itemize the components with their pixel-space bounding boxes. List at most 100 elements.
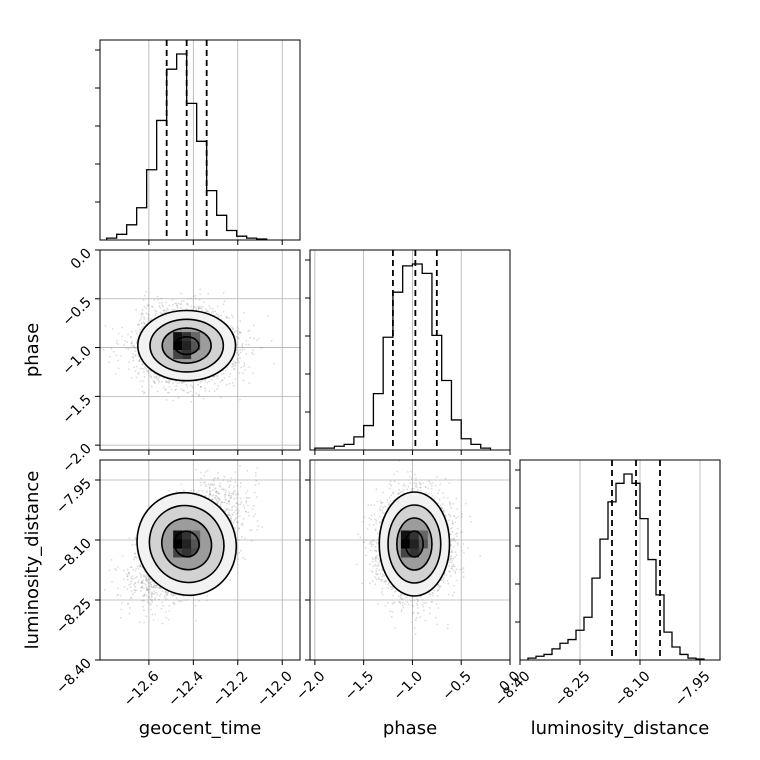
histogram-step [527, 473, 705, 660]
scatter-point [232, 360, 235, 363]
scatter-point [173, 308, 176, 311]
scatter-point [220, 501, 223, 504]
scatter-point [245, 352, 248, 355]
scatter-point [182, 381, 185, 384]
scatter-point [223, 475, 226, 478]
scatter-point [252, 324, 255, 327]
scatter-point [121, 602, 123, 605]
scatter-point [170, 388, 173, 391]
scatter-point [209, 484, 212, 486]
scatter-point [148, 595, 151, 598]
scatter-point [153, 381, 156, 384]
x-tick-label: −8.25 [552, 668, 594, 710]
scatter-point [211, 498, 214, 501]
scatter-point [130, 346, 132, 349]
scatter-point [230, 314, 233, 317]
scatter-point [141, 385, 144, 388]
scatter-point [200, 307, 203, 310]
scatter-point [134, 346, 137, 349]
scatter-point [237, 493, 240, 496]
scatter-point [231, 506, 234, 509]
scatter-point [117, 332, 120, 335]
scatter-point [157, 298, 159, 301]
scatter-point [239, 398, 241, 401]
scatter-point [161, 305, 164, 308]
scatter-point [186, 392, 189, 394]
diag-frame-luminosity_distance [519, 459, 721, 661]
scatter-point [223, 376, 226, 379]
scatter-point [140, 599, 143, 602]
scatter-point [199, 385, 202, 388]
scatter-point [153, 598, 156, 601]
scatter-point [116, 594, 119, 597]
scatter-point [165, 301, 167, 304]
scatter-point [180, 303, 182, 306]
histogram-bin [147, 170, 157, 240]
scatter-point [156, 295, 159, 298]
scatter-point [166, 592, 169, 595]
scatter-point [201, 489, 204, 492]
scatter-point [237, 333, 240, 335]
scatter-point [154, 309, 157, 312]
scatter-point [211, 308, 214, 310]
scatter-point [131, 355, 134, 358]
scatter-point [147, 595, 150, 598]
scatter-point [228, 500, 230, 503]
scatter-point [195, 491, 198, 494]
density-cell [173, 332, 183, 342]
histogram-bin [648, 560, 656, 660]
scatter-point [270, 339, 273, 342]
panel-frame-geocent_time-phase [99, 249, 301, 451]
scatter-point [253, 337, 255, 340]
scatter-point [174, 594, 177, 597]
scatter-point [216, 377, 219, 380]
scatter-point [142, 368, 145, 370]
histogram-bin [616, 483, 624, 660]
scatter-point [185, 383, 188, 386]
scatter-point [143, 316, 145, 319]
scatter-point [133, 582, 136, 585]
y-tick-label: −0.5 [59, 294, 94, 329]
scatter-point [213, 375, 216, 378]
scatter-point [239, 482, 242, 484]
scatter-point [145, 369, 148, 372]
density-cell [191, 341, 201, 351]
scatter-point [130, 336, 133, 339]
scatter-point [199, 305, 202, 308]
scatter-point [153, 298, 156, 301]
scatter-point [148, 304, 150, 307]
scatter-point [143, 305, 146, 308]
x-ticks-phase [314, 450, 511, 455]
scatter-point [155, 375, 158, 378]
scatter-point [208, 494, 211, 496]
histogram-bin [560, 643, 568, 660]
scatter-point [143, 294, 146, 297]
scatter-point [180, 483, 183, 486]
scatter-point [130, 344, 133, 347]
scatter-point [182, 389, 184, 392]
scatter-point [171, 308, 174, 311]
scatter-point [142, 321, 145, 324]
scatter-point [165, 309, 168, 312]
scatter-point [176, 307, 179, 310]
scatter-point [150, 598, 153, 601]
scatter-point [147, 320, 150, 322]
scatter-point [191, 394, 194, 397]
scatter-point [143, 609, 145, 612]
scatter-point [195, 307, 198, 310]
scatter-point [198, 394, 201, 397]
scatter-point [137, 580, 140, 583]
scatter-point [233, 368, 236, 371]
scatter-point [234, 364, 237, 367]
scatter-point [236, 335, 239, 338]
scatter-point [110, 347, 113, 350]
scatter-point [138, 360, 141, 363]
scatter-point [144, 366, 146, 369]
scatter-point [212, 479, 215, 482]
scatter-point [231, 363, 234, 366]
histogram-bin [544, 654, 552, 660]
scatter-point [148, 587, 150, 590]
scatter-point [215, 375, 218, 377]
scatter-point [154, 597, 157, 599]
